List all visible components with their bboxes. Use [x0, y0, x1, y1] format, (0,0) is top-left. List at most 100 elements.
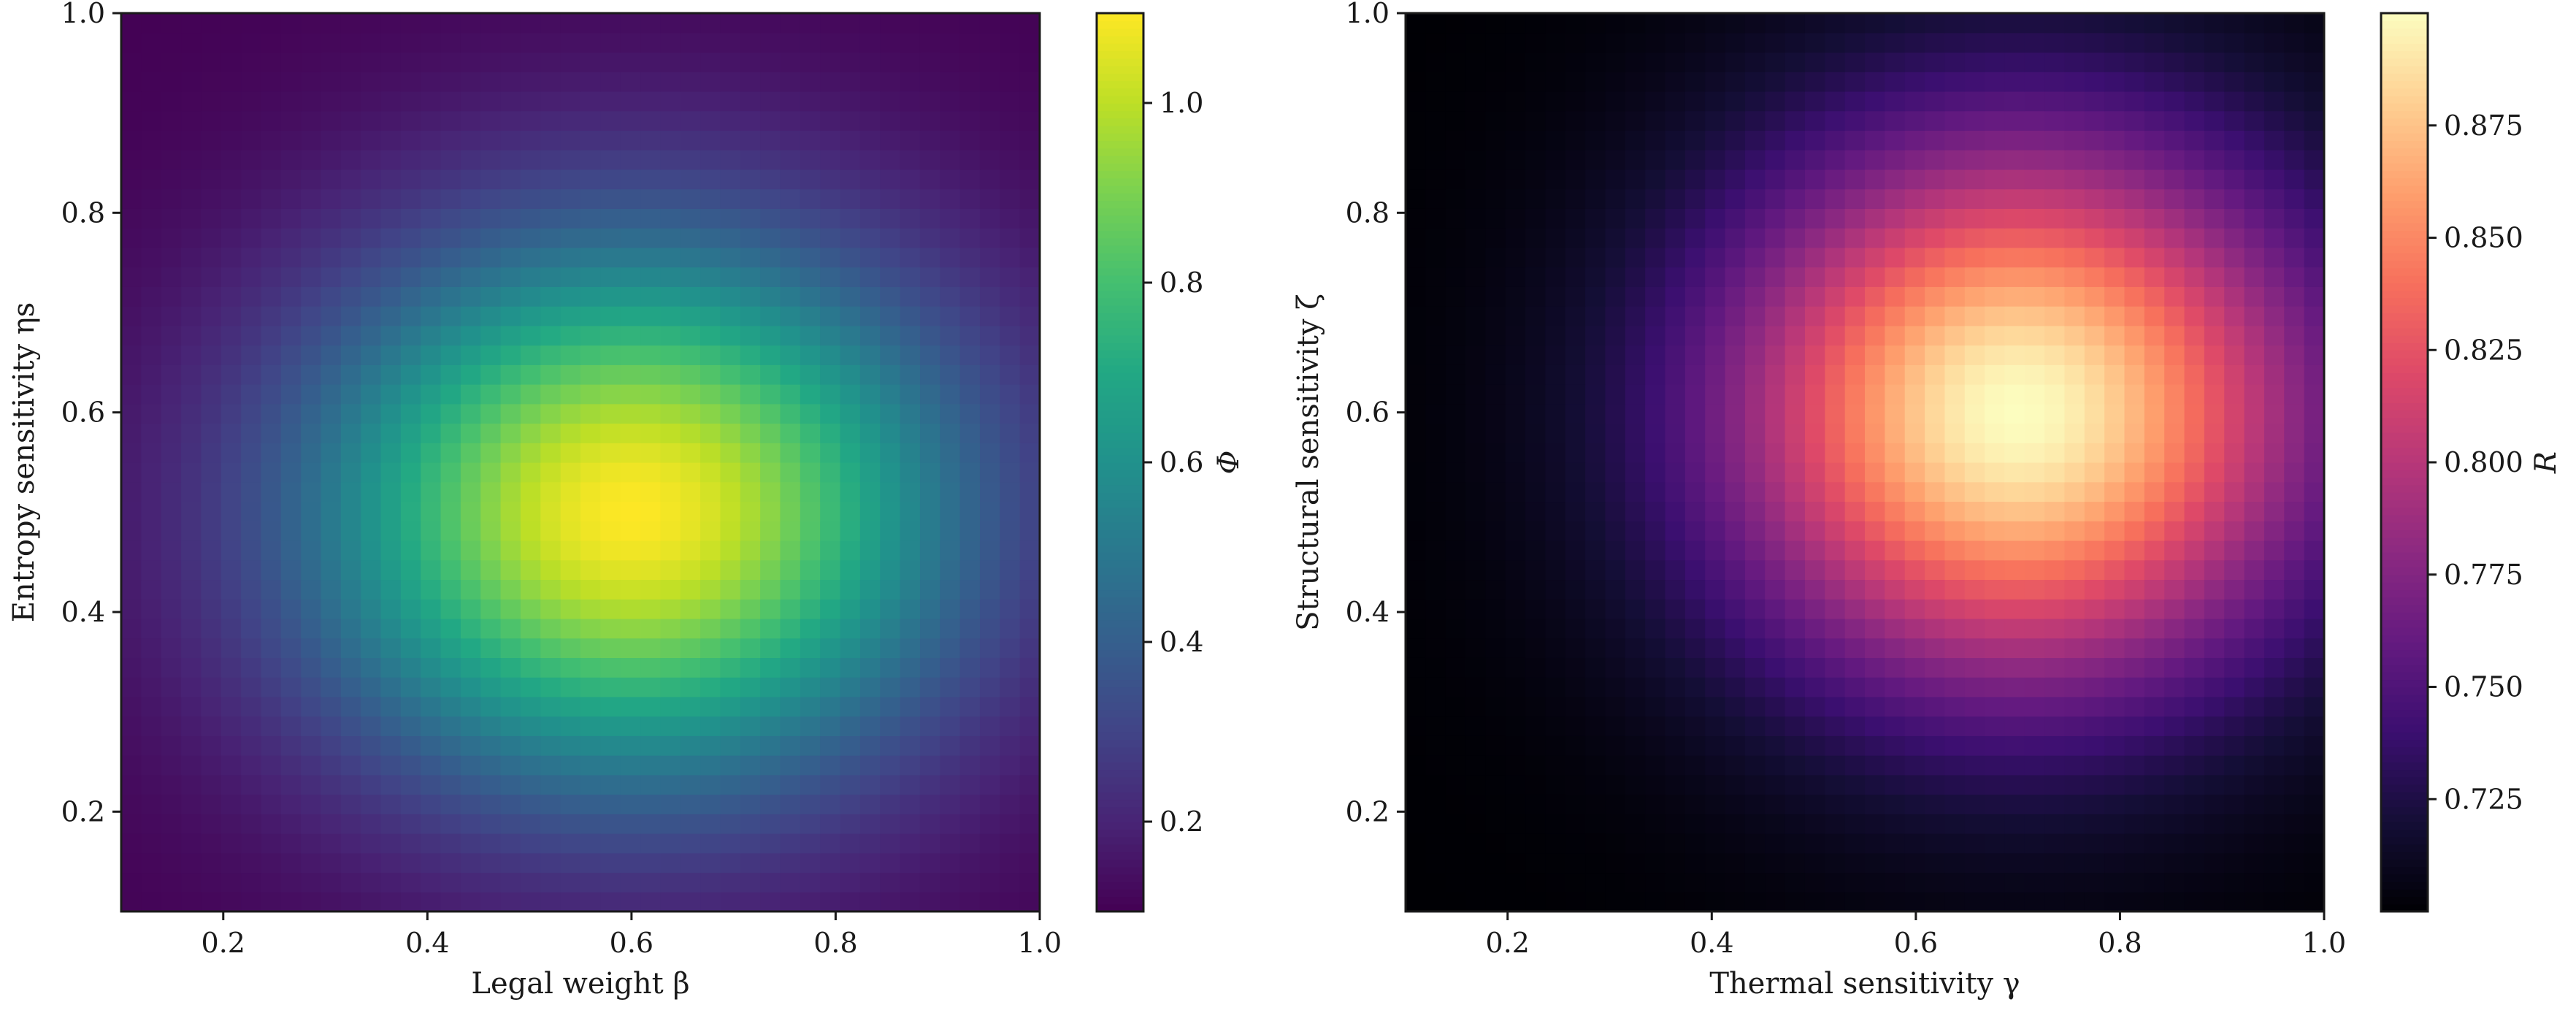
heatmap-cell: [1605, 618, 1626, 639]
colorbar-segment: [2381, 447, 2428, 456]
heatmap-cell: [1904, 403, 1925, 424]
heatmap-cell: [620, 892, 641, 912]
heatmap-cell: [500, 286, 521, 307]
heatmap-cell: [1605, 384, 1626, 405]
heatmap-cell: [540, 91, 561, 112]
heatmap-cell: [460, 559, 481, 581]
heatmap-cell: [2244, 91, 2265, 112]
heatmap-cell: [1425, 443, 1446, 463]
heatmap-cell: [321, 286, 342, 307]
heatmap-cell: [580, 462, 601, 483]
heatmap-cell: [261, 481, 282, 502]
heatmap-cell: [680, 443, 701, 463]
heatmap-cell: [1645, 325, 1666, 346]
heatmap-cell: [2204, 559, 2225, 581]
heatmap-cell: [780, 150, 801, 170]
heatmap-cell: [1925, 423, 1945, 443]
heatmap-cell: [2124, 52, 2145, 72]
heatmap-cell: [421, 32, 442, 53]
heatmap-cell: [1665, 130, 1686, 150]
heatmap-cell: [560, 403, 581, 424]
heatmap-cell: [1885, 423, 1906, 443]
heatmap-cell: [840, 872, 861, 892]
heatmap-cell: [201, 501, 222, 521]
heatmap-cell: [141, 384, 162, 405]
colorbar-segment: [2381, 574, 2428, 583]
heatmap-cell: [2224, 814, 2245, 834]
heatmap-cell: [161, 110, 182, 131]
heatmap-cell: [640, 677, 661, 697]
heatmap-cell: [880, 579, 901, 600]
heatmap-cell: [421, 72, 442, 92]
heatmap-cell: [1565, 247, 1586, 268]
heatmap-cell: [2244, 150, 2265, 170]
heatmap-cell: [500, 443, 521, 463]
heatmap-cell: [2124, 872, 2145, 892]
heatmap-cell: [740, 188, 761, 209]
heatmap-cell: [2184, 286, 2205, 307]
heatmap-cell: [321, 228, 342, 248]
heatmap-cell: [1904, 814, 1925, 834]
heatmap-cell: [1019, 638, 1040, 658]
heatmap-cell: [2284, 462, 2305, 483]
heatmap-cell: [1744, 540, 1766, 561]
heatmap-cell: [1985, 638, 2006, 658]
heatmap-cell: [1485, 364, 1506, 385]
colorbar-segment: [1097, 716, 1143, 725]
heatmap-cell: [1445, 579, 1466, 600]
heatmap-cell: [2084, 228, 2105, 248]
heatmap-cell: [859, 32, 881, 53]
heatmap-cell: [221, 892, 242, 912]
heatmap-cell: [1625, 384, 1646, 405]
heatmap-cell: [261, 814, 282, 834]
heatmap-cell: [440, 403, 461, 424]
heatmap-cell: [1605, 540, 1626, 561]
heatmap-cell: [1625, 559, 1646, 581]
heatmap-cell: [660, 345, 681, 365]
heatmap-cell: [880, 208, 901, 229]
heatmap-cell: [1844, 481, 1866, 502]
heatmap-cell: [1545, 345, 1566, 365]
heatmap-cell: [121, 677, 142, 697]
heatmap-cell: [2304, 462, 2325, 483]
heatmap-cell: [1605, 559, 1626, 581]
heatmap-cell: [1485, 150, 1506, 170]
heatmap-cell: [1865, 559, 1885, 581]
heatmap-cell: [979, 677, 1000, 697]
heatmap-cell: [2164, 403, 2185, 424]
heatmap-cell: [1000, 696, 1021, 717]
heatmap-cell: [241, 638, 262, 658]
heatmap-cell: [1645, 559, 1666, 581]
heatmap-cell: [181, 540, 202, 561]
heatmap-cell: [800, 521, 821, 541]
heatmap-cell: [979, 559, 1000, 581]
heatmap-cell: [580, 91, 601, 112]
heatmap-cell: [340, 638, 361, 658]
heatmap-cell: [361, 872, 382, 892]
heatmap-cell: [1964, 852, 1985, 873]
colorbar-tick-label: 0.850: [2444, 222, 2523, 254]
heatmap-cell: [859, 208, 881, 229]
heatmap-cell: [1565, 267, 1586, 287]
heatmap-cell: [440, 892, 461, 912]
heatmap-cell: [680, 638, 701, 658]
colorbar-segment: [2381, 567, 2428, 575]
heatmap-cell: [1645, 188, 1666, 209]
heatmap-cell: [2024, 267, 2045, 287]
heatmap-cell: [800, 169, 821, 190]
heatmap-cell: [340, 716, 361, 736]
heatmap-cell: [2064, 677, 2085, 697]
heatmap-cell: [1000, 872, 1021, 892]
heatmap-cell: [2024, 501, 2045, 521]
heatmap-cell: [2124, 677, 2145, 697]
heatmap-cell: [361, 638, 382, 658]
heatmap-cell: [2284, 384, 2305, 405]
heatmap-cell: [1625, 814, 1646, 834]
heatmap-cell: [1705, 481, 1726, 502]
heatmap-cell: [600, 559, 621, 581]
heatmap-cell: [380, 481, 402, 502]
heatmap-cell: [400, 677, 421, 697]
heatmap-cell: [181, 599, 202, 619]
heatmap-cell: [820, 735, 841, 756]
heatmap-cell: [2124, 345, 2145, 365]
